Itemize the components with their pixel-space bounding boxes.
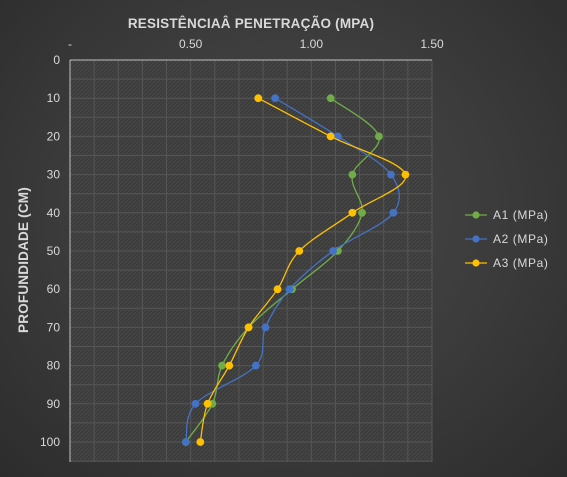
- y-tick-label: 30: [47, 168, 61, 182]
- data-point: [251, 361, 260, 370]
- legend-swatch-marker: [472, 259, 480, 267]
- x-tick-label: 1.50: [420, 37, 444, 51]
- legend-label: A3 (MPa): [493, 256, 548, 270]
- legend-label: A1 (MPa): [493, 208, 548, 222]
- y-tick-label: 20: [47, 129, 61, 143]
- data-point: [285, 285, 294, 294]
- y-tick-label: 50: [47, 244, 61, 258]
- data-point: [196, 438, 205, 446]
- data-point: [261, 323, 270, 332]
- data-point: [387, 170, 395, 179]
- y-tick-label: 70: [47, 320, 61, 334]
- gridlines: [69, 59, 433, 462]
- data-point: [326, 132, 335, 141]
- data-point: [326, 94, 335, 103]
- y-tick-label: 80: [47, 359, 61, 373]
- y-tick-label: 0: [53, 53, 60, 67]
- legend-item-3: A3 (MPa): [465, 256, 548, 270]
- series-line: [185, 97, 400, 443]
- data-point: [273, 285, 282, 294]
- y-tick-label: 60: [47, 282, 61, 296]
- data-point: [389, 208, 398, 217]
- data-point: [218, 361, 226, 370]
- x-axis-title: RESISTÊNCIAÂ PENETRAÇÃO (MPA): [128, 16, 374, 31]
- series-line: [199, 97, 407, 443]
- legend-swatch-marker: [472, 235, 480, 243]
- legend: A1 (MPa) A2 (MPa) A3 (MPa): [465, 208, 548, 270]
- data-point: [254, 94, 263, 103]
- data-point: [358, 208, 366, 217]
- legend-item-2: A2 (MPa): [465, 232, 548, 246]
- legend-swatch-marker: [472, 211, 480, 219]
- data-point: [203, 399, 212, 408]
- x-tick-label: 1.00: [300, 37, 324, 51]
- y-tick-label: 100: [40, 435, 60, 449]
- plot-area: [70, 60, 432, 462]
- data-point: [191, 399, 200, 408]
- data-point: [401, 170, 410, 179]
- plot-background: [70, 60, 432, 462]
- data-point: [348, 170, 357, 179]
- data-point: [295, 247, 304, 255]
- x-tick-label: -: [68, 37, 72, 51]
- data-point: [329, 247, 337, 255]
- y-axis-title: PROFUNDIDADE (CM): [16, 187, 31, 333]
- y-tick-label: 90: [47, 397, 61, 411]
- series: [181, 94, 410, 446]
- y-tick-labels: 0 10 20 30 40 50 60 70 80 90 100: [40, 53, 60, 449]
- series-3: [196, 94, 410, 446]
- data-point: [225, 361, 234, 370]
- series-line: [185, 97, 380, 443]
- y-tick-label: 10: [47, 91, 61, 105]
- legend-item-1: A1 (MPa): [465, 208, 548, 222]
- data-point: [244, 323, 253, 332]
- x-tick-label: 0.50: [179, 37, 203, 51]
- x-tick-labels: - 0.50 1.00 1.50: [68, 37, 444, 51]
- data-point: [348, 208, 357, 217]
- data-point: [181, 438, 190, 446]
- data-point: [271, 94, 280, 103]
- legend-label: A2 (MPa): [493, 232, 548, 246]
- data-point: [375, 132, 383, 141]
- axes: [69, 59, 432, 462]
- series-2: [181, 94, 400, 446]
- y-tick-label: 40: [47, 206, 61, 220]
